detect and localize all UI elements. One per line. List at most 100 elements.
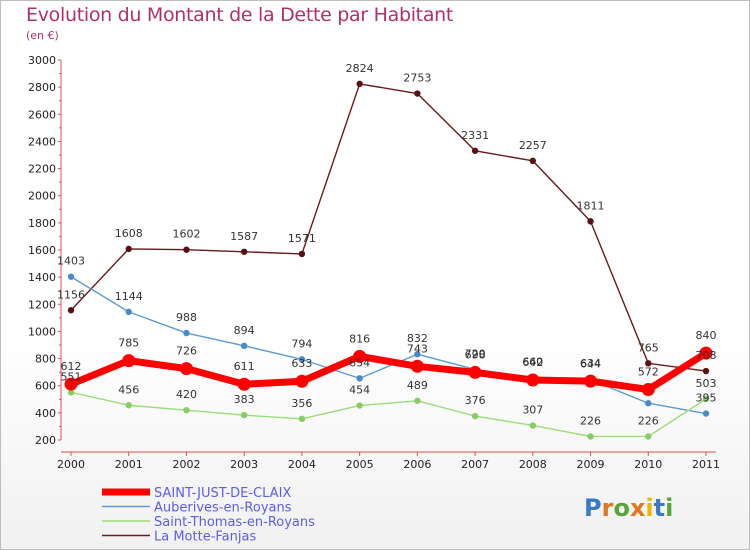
data-point bbox=[468, 365, 482, 379]
data-label: 726 bbox=[176, 345, 197, 358]
data-point bbox=[67, 389, 75, 396]
data-label: 611 bbox=[234, 360, 255, 373]
data-label: 376 bbox=[465, 394, 486, 407]
data-label: 2753 bbox=[403, 72, 431, 85]
data-label: 644 bbox=[580, 358, 601, 371]
data-label: 226 bbox=[580, 414, 601, 427]
data-point bbox=[587, 218, 594, 225]
x-tick-label: 2010 bbox=[634, 458, 662, 471]
data-label: 1156 bbox=[57, 288, 85, 301]
data-label: 572 bbox=[638, 366, 659, 379]
data-point bbox=[237, 377, 251, 391]
data-point bbox=[295, 374, 309, 388]
y-tick-label: 2400 bbox=[28, 135, 56, 148]
legend: SAINT-JUST-DE-CLAIXAuberives-en-RoyansSa… bbox=[102, 486, 315, 545]
proxiti-logo: Proxiti bbox=[584, 494, 673, 522]
data-label: 1811 bbox=[577, 199, 605, 212]
data-point bbox=[183, 406, 190, 414]
data-label: 503 bbox=[696, 377, 717, 390]
data-label: 456 bbox=[118, 383, 139, 396]
data-point bbox=[298, 250, 306, 258]
y-tick-label: 1000 bbox=[28, 325, 56, 338]
data-label: 489 bbox=[407, 379, 428, 392]
y-tick-label: 1800 bbox=[28, 217, 56, 230]
data-point bbox=[125, 308, 132, 316]
x-tick-label: 2000 bbox=[57, 458, 85, 471]
data-point bbox=[471, 412, 479, 420]
data-point bbox=[471, 147, 479, 154]
data-point bbox=[414, 90, 421, 97]
y-tick-label: 1600 bbox=[28, 244, 56, 257]
data-point bbox=[645, 400, 652, 407]
chart-unit: (en €) bbox=[26, 29, 59, 42]
y-tick-label: 2200 bbox=[28, 163, 56, 176]
data-point bbox=[183, 329, 190, 337]
y-tick-label: 800 bbox=[35, 353, 56, 366]
data-label: 356 bbox=[291, 397, 312, 410]
data-label: 1608 bbox=[115, 227, 143, 240]
data-point bbox=[702, 367, 710, 375]
series-line bbox=[70, 391, 707, 438]
x-tick-label: 2001 bbox=[115, 458, 143, 471]
brand-letter: o bbox=[613, 494, 630, 522]
data-point bbox=[414, 351, 421, 358]
x-tick-label: 2002 bbox=[172, 458, 200, 471]
data-label: 226 bbox=[638, 414, 659, 427]
data-label: 743 bbox=[407, 342, 428, 355]
brand-letter: i bbox=[645, 494, 653, 522]
y-tick-label: 400 bbox=[35, 407, 56, 420]
data-label: 551 bbox=[61, 370, 82, 383]
data-point bbox=[356, 402, 363, 409]
x-tick-label: 2008 bbox=[519, 458, 547, 471]
brand-letter: x bbox=[630, 494, 646, 522]
data-label: 2824 bbox=[346, 62, 374, 75]
data-label: 698 bbox=[465, 348, 486, 361]
data-label: 454 bbox=[349, 384, 370, 397]
data-label: 420 bbox=[176, 388, 197, 401]
x-tick-label: 2011 bbox=[692, 458, 720, 471]
data-point bbox=[240, 342, 248, 350]
data-label: 612 bbox=[61, 360, 82, 373]
series-line bbox=[67, 349, 710, 394]
data-label: 383 bbox=[234, 393, 255, 406]
brand-letter: t bbox=[654, 494, 665, 522]
y-tick-label: 600 bbox=[35, 380, 56, 393]
data-point bbox=[414, 397, 421, 404]
legend-label: Auberives-en-Royans bbox=[154, 501, 292, 516]
data-point bbox=[410, 359, 424, 373]
y-tick-label: 1200 bbox=[28, 298, 56, 311]
data-label: 1587 bbox=[230, 230, 258, 243]
data-label: 1144 bbox=[115, 290, 143, 303]
data-point bbox=[240, 411, 248, 419]
series-layer bbox=[64, 80, 713, 440]
series-line bbox=[70, 276, 707, 415]
data-point bbox=[353, 349, 367, 363]
data-label: 794 bbox=[291, 337, 312, 350]
data-label: 816 bbox=[349, 332, 370, 345]
data-label: 720 bbox=[465, 347, 486, 360]
x-tick-label: 2005 bbox=[346, 458, 374, 471]
data-point bbox=[702, 410, 710, 417]
data-point bbox=[122, 354, 136, 368]
data-point bbox=[529, 422, 537, 429]
data-point bbox=[526, 373, 540, 387]
data-point bbox=[183, 246, 190, 253]
data-point bbox=[64, 377, 78, 391]
data-label: 395 bbox=[696, 392, 717, 405]
data-point bbox=[125, 245, 132, 253]
data-point bbox=[645, 433, 652, 440]
data-point bbox=[125, 402, 132, 409]
data-point bbox=[67, 273, 75, 280]
data-point bbox=[699, 346, 713, 360]
brand-letter: r bbox=[602, 494, 614, 522]
data-label: 2257 bbox=[519, 139, 547, 152]
data-point bbox=[702, 395, 710, 403]
data-point bbox=[641, 383, 655, 397]
data-label: 633 bbox=[291, 357, 312, 370]
y-tick-label: 2000 bbox=[28, 190, 56, 203]
data-point bbox=[645, 360, 652, 367]
data-label: 988 bbox=[176, 311, 197, 324]
x-tick-label: 2007 bbox=[461, 458, 489, 471]
data-label: 1571 bbox=[288, 232, 316, 245]
